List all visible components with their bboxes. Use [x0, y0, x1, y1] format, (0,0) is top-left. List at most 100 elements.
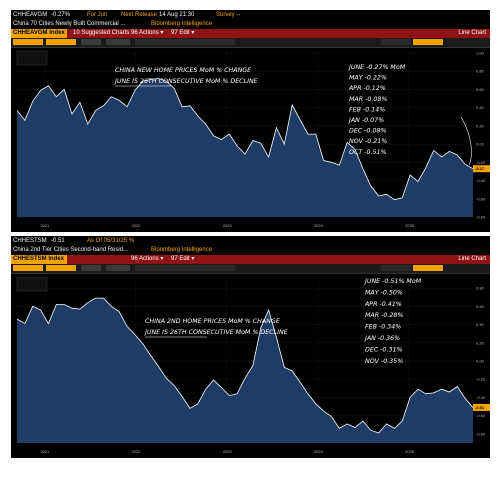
edit-label: Edit	[179, 256, 190, 262]
handwritten-annotation: CHINA NEW HOME PRICES MoM % CHANGE JUNE …	[113, 67, 258, 87]
y-tick-label: 0.80	[476, 286, 485, 291]
ticker-symbol: CHHEAVGM	[13, 12, 48, 18]
description-row: China 70 Cities Newly Built Commercial .…	[11, 20, 490, 29]
index-field[interactable]: CHHEAVGM Index	[11, 29, 67, 38]
annotation-list-item: MAY -0.22%	[349, 75, 387, 82]
y-tick-label: -0.80	[476, 215, 486, 220]
source-label: Bloomberg Intelligence	[151, 21, 213, 27]
y-tick-label: 0.40	[476, 322, 485, 327]
survey-label: Survey --	[216, 12, 241, 18]
annotation-list: JUNE -0.51% MoM MAY -0.50% APR -0.41% MAR -…	[363, 278, 422, 365]
handwritten-annotation: CHINA 2ND HOME PRICES MoM % CHANGE JUNE …	[143, 318, 288, 338]
annotation-list: JUNE -0.27% MoM MAY -0.22% APR -0.12% MAR -…	[347, 64, 406, 156]
annotation-list-item: FEB -0.14%	[349, 106, 385, 113]
ticker-change: -0.27%	[51, 12, 71, 18]
actions-menu[interactable]: 96 Actions ▾	[131, 256, 164, 262]
annotation-list-item: MAR -0.28%	[365, 312, 403, 319]
suggested-charts-label: Suggested Charts	[81, 30, 130, 36]
ticker-symbol: CHHESTSM	[13, 238, 47, 244]
chart-panel-top: CHHEAVGM -0.27% For Jun Next Release 14 …	[11, 10, 490, 232]
chart-panel-bottom: CHHESTSM -0.51 As Of 05/31/25 % China 2n…	[11, 236, 490, 458]
y-tick-label: 0.00	[476, 359, 485, 364]
x-tick-label: 2023	[223, 223, 233, 228]
start-date-field[interactable]	[13, 39, 43, 45]
x-tick-label: 2023	[223, 449, 233, 454]
y-tick-label: 0.80	[476, 69, 485, 74]
y-tick-label: -0.20	[476, 377, 486, 382]
x-tick-label: 2022	[132, 223, 142, 228]
x-tick-label: 2025	[405, 449, 415, 454]
related-sec-button[interactable]	[381, 39, 411, 45]
x-tick-label: 2024	[314, 449, 324, 454]
end-date-field[interactable]	[46, 265, 76, 271]
last-value-text: -0.51	[475, 405, 485, 410]
legend-box	[16, 50, 48, 66]
edit-menu[interactable]: 97 Edit ▾	[171, 256, 195, 262]
y-tick-label: -0.40	[476, 395, 486, 400]
description-row: China 2nd Tier Cities Second-hand Resid.…	[11, 246, 490, 255]
annotation-list-item: JAN -0.36%	[363, 335, 400, 342]
series-description: China 2nd Tier Cities Second-hand Resid.…	[13, 247, 129, 253]
area-series-top	[17, 78, 473, 217]
range-buttons[interactable]	[135, 265, 235, 271]
line-series-top	[16, 78, 474, 201]
release-label: Next Release	[121, 12, 158, 18]
period-label: For Jun	[87, 12, 108, 18]
actions-menu[interactable]: 96 Actions ▾	[131, 30, 164, 36]
annotation-list-item: JAN -0.07%	[347, 117, 384, 124]
annotation-list-item: NOV -0.21%	[349, 138, 387, 145]
y-tick-label: 0.00	[476, 142, 485, 147]
index-field[interactable]: CHHESTSM Index	[11, 255, 67, 264]
annotation-arrow	[460, 116, 472, 166]
actions-label: Actions	[139, 256, 159, 262]
end-date-field[interactable]	[46, 39, 76, 45]
annotation-list-item: JUNE -0.27% MoM	[347, 64, 406, 71]
series-description: China 70 Cities Newly Built Commercial .…	[13, 21, 126, 27]
annotation-title: CHINA NEW HOME PRICES MoM % CHANGE	[115, 67, 251, 74]
annotation-title: CHINA 2ND HOME PRICES MoM % CHANGE	[145, 318, 280, 325]
y-tick-label: 1.00	[476, 51, 485, 56]
annotation-list-item: FEB -0.34%	[365, 324, 401, 331]
x-tick-label: 2022	[132, 449, 142, 454]
date-toolbar	[11, 38, 490, 48]
period-label: As Of 05/31/25 %	[87, 238, 135, 244]
x-tick-label: 2021	[40, 449, 50, 454]
chart-options-button[interactable]	[413, 39, 443, 45]
annotation-list-item: DEC -0.31%	[365, 346, 403, 353]
y-tick-label: -0.40	[476, 178, 486, 183]
suggested-charts-button[interactable]: 10 Suggested Charts	[73, 30, 130, 36]
edit-label: Edit	[179, 30, 190, 36]
related-sec-button[interactable]	[381, 265, 411, 271]
range-buttons[interactable]	[135, 39, 235, 45]
release-date: 14 Aug 21:30	[159, 12, 195, 18]
currency-selector[interactable]	[106, 265, 130, 271]
period-selector[interactable]	[81, 265, 101, 271]
last-value-badge	[473, 165, 490, 173]
edit-menu[interactable]: 97 Edit ▾	[171, 30, 195, 36]
y-tick-label: -0.60	[476, 413, 486, 418]
y-tick-label: -0.20	[476, 160, 486, 165]
x-tick-label: 2025	[405, 223, 415, 228]
y-tick-label: -0.80	[476, 431, 486, 436]
y-tick-label: 0.40	[476, 105, 485, 110]
chart-type-label: Line Chart	[458, 256, 486, 262]
area-series-bottom	[17, 298, 473, 443]
line-series-bottom	[16, 297, 474, 434]
start-date-field[interactable]	[13, 265, 43, 271]
annotation-subtitle: JUNE IS 26TH CONSECUTIVE MoM % DECLINE	[113, 78, 258, 85]
y-tick-label: 0.20	[476, 340, 485, 345]
currency-selector[interactable]	[106, 39, 130, 45]
date-toolbar	[11, 264, 490, 274]
period-selector[interactable]	[81, 39, 101, 45]
command-bar: CHHESTSM Index 96 Actions ▾ 97 Edit ▾ Li…	[11, 255, 490, 264]
annotation-list-item: OCT -0.51%	[349, 149, 386, 156]
chart-options-button[interactable]	[413, 265, 443, 271]
last-value-badge	[473, 403, 490, 411]
annotation-list-item: APR -0.12%	[348, 85, 386, 92]
source-label: Bloomberg Intelligence	[151, 247, 213, 253]
last-value-text: -0.27	[475, 166, 485, 171]
y-tick-label: -0.60	[476, 196, 486, 201]
x-tick-label: 2021	[40, 223, 50, 228]
annotation-list-item: MAY -0.50%	[365, 289, 403, 296]
y-tick-label: 0.20	[476, 123, 485, 128]
